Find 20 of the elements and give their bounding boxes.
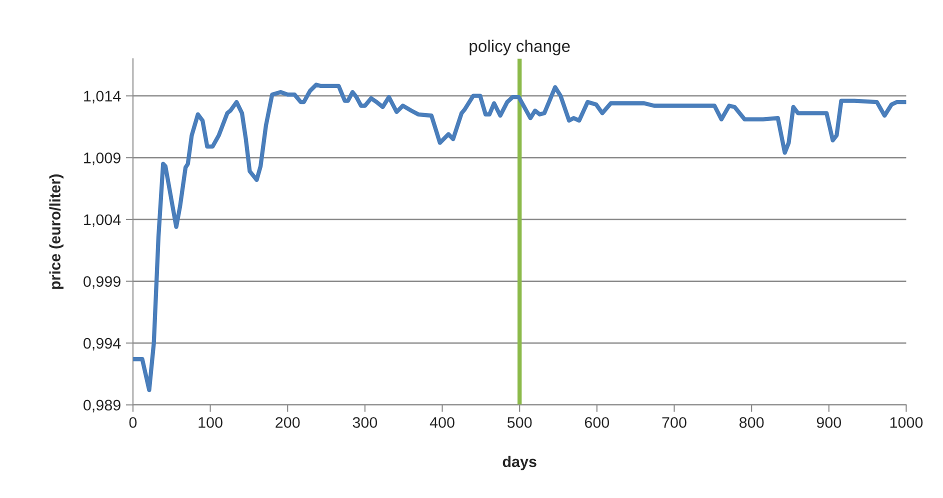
x-axis-title: days <box>502 456 536 470</box>
y-tick-label: 1,014 <box>84 90 121 104</box>
y-tick-label: 0,999 <box>84 276 120 289</box>
y-axis-title: price (euro/liter) <box>49 174 64 289</box>
x-tick-label: 0 <box>129 417 137 428</box>
y-tick-label: 1,009 <box>84 152 120 166</box>
x-tick-label: 500 <box>507 417 532 428</box>
x-tick-label: 900 <box>816 417 842 428</box>
y-tick-label: 0,994 <box>84 338 121 351</box>
ref-line-label: policy change <box>470 40 570 56</box>
x-tick-label: 400 <box>430 417 454 428</box>
y-tick-label: 1,004 <box>84 214 121 227</box>
x-tick-label: 100 <box>198 417 222 428</box>
x-tick-label: 700 <box>662 417 686 428</box>
x-tick-label: 600 <box>584 417 610 428</box>
x-tick-label: 300 <box>352 417 378 428</box>
y-tick-label: 0,989 <box>84 400 120 412</box>
x-tick-label: 1000 <box>890 417 923 428</box>
x-tick-label: 800 <box>739 417 764 428</box>
x-tick-label: 200 <box>276 417 300 428</box>
